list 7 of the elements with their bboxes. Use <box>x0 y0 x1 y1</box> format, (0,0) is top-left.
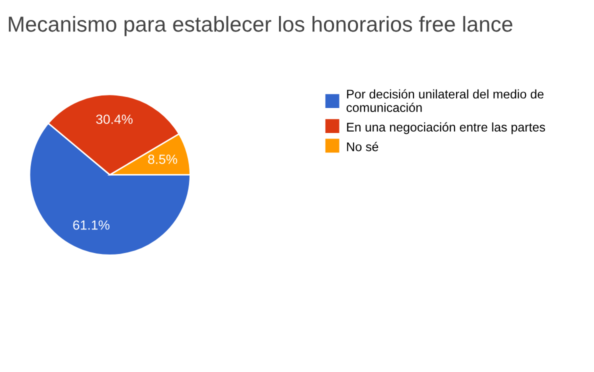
data-label: 8.5% <box>148 154 178 164</box>
legend-label: En una negociación entre las partes <box>347 122 546 134</box>
legend-label: Por decisión unilateral del medio de comunicación <box>346 89 544 112</box>
legend-label: No sé <box>347 142 378 152</box>
data-label: 30.4% <box>96 114 133 124</box>
chart-title: Mecanismo para establecer los honorarios free lance <box>8 16 512 36</box>
data-label: 61.1% <box>73 220 110 230</box>
